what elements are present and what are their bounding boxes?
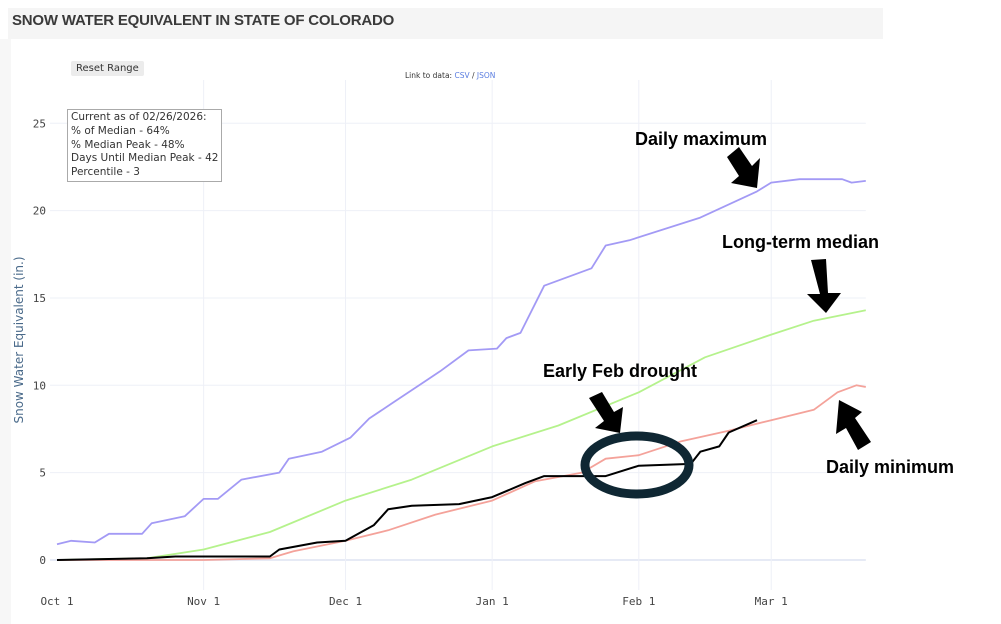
x-tick-label: Jan 1: [476, 595, 509, 608]
y-tick-label: 15: [33, 292, 46, 305]
series-current-line: [56, 419, 758, 561]
x-tick-label: Oct 1: [40, 595, 73, 608]
series-median-line: [56, 309, 866, 561]
info-line-pct-median-peak: % Median Peak - 48%: [71, 138, 185, 151]
json-link[interactable]: JSON: [476, 71, 496, 80]
arrow-long-term-median-icon: [807, 259, 841, 313]
x-tick-label: Dec 1: [329, 595, 362, 608]
data-links: Link to data: CSV / JSON: [405, 71, 495, 80]
y-tick-label: 0: [39, 554, 46, 567]
x-tick-label: Nov 1: [187, 595, 220, 608]
y-tick-label: 5: [39, 467, 46, 480]
annotation-early-feb-drought: Early Feb drought: [543, 361, 697, 381]
left-strip: [0, 39, 11, 624]
series-maximum-line: [56, 178, 866, 546]
y-axis-label: Snow Water Equivalent (in.): [12, 256, 26, 423]
y-tick-label: 20: [33, 205, 46, 218]
header: SNOW WATER EQUIVALENT IN STATE OF COLORA…: [8, 8, 883, 39]
page-title: SNOW WATER EQUIVALENT IN STATE OF COLORA…: [12, 12, 395, 29]
current-status-box: Current as of 02/26/2026: % of Median - …: [67, 109, 223, 182]
info-line-pct-median: % of Median - 64%: [71, 124, 170, 137]
arrow-daily-minimum-icon: [836, 400, 871, 450]
info-line-percentile: Percentile - 3: [71, 166, 140, 179]
links-prefix: Link to data:: [405, 71, 453, 80]
y-tick-label: 25: [33, 117, 46, 130]
info-line-date: Current as of 02/26/2026:: [71, 111, 207, 123]
drought-highlight-circle: [580, 431, 694, 499]
info-line-days-until-peak: Days Until Median Peak - 42: [71, 152, 219, 165]
links-separator: /: [472, 71, 475, 80]
y-tick-label: 10: [33, 379, 46, 392]
x-tick-label: Feb 1: [622, 595, 655, 608]
x-tick-label: Mar 1: [755, 595, 788, 608]
csv-link[interactable]: CSV: [454, 71, 470, 80]
arrow-daily-maximum-icon: [727, 147, 760, 188]
arrow-early-feb-drought-icon: [589, 392, 623, 433]
reset-range-button[interactable]: Reset Range: [71, 61, 144, 76]
annotation-long-term-median: Long-term median: [722, 232, 879, 252]
annotation-daily-minimum: Daily minimum: [826, 457, 954, 477]
annotation-daily-maximum: Daily maximum: [635, 129, 767, 149]
